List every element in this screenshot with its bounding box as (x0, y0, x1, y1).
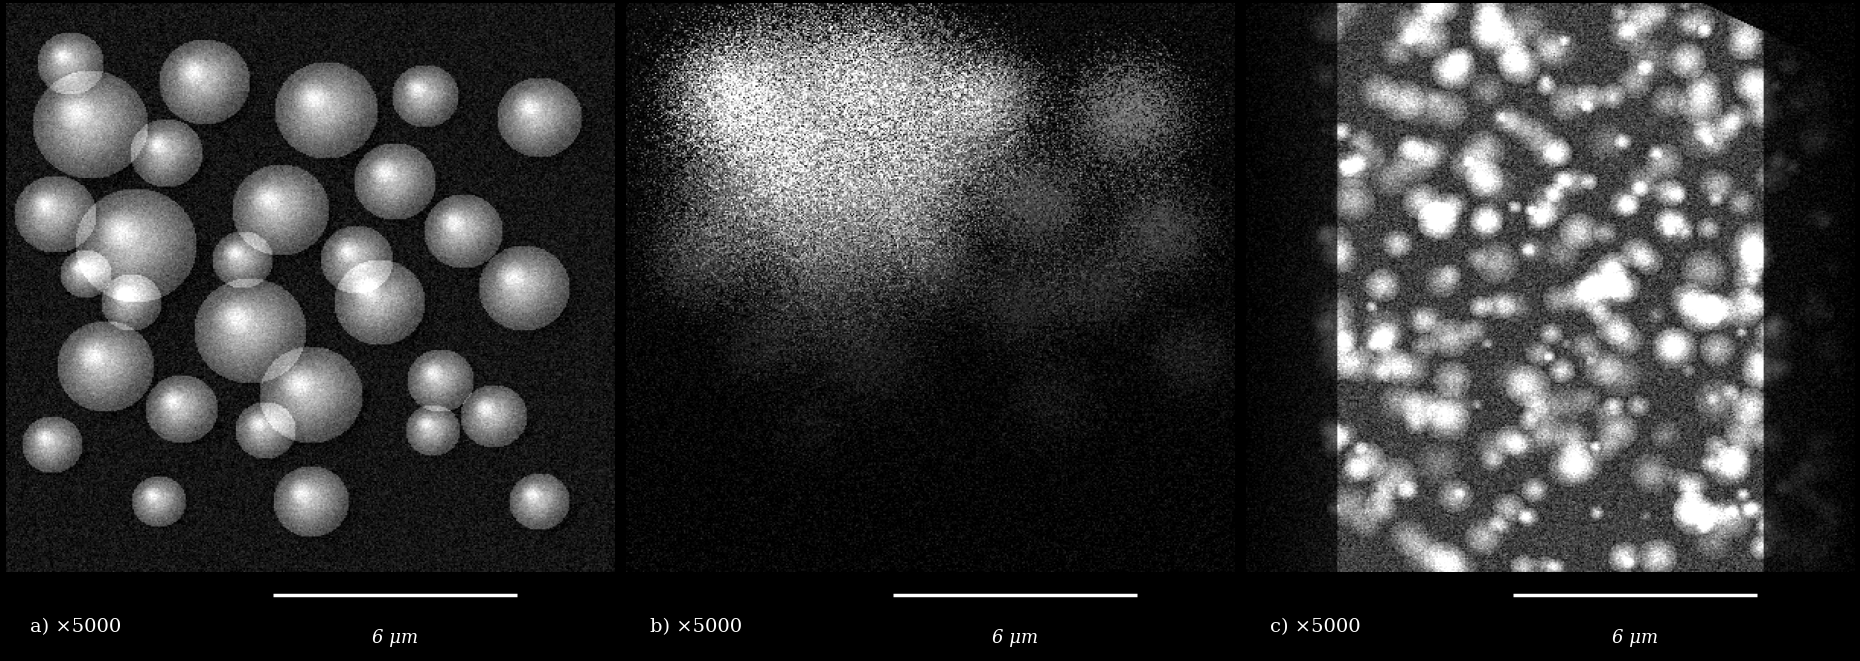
Text: c) ×5000: c) ×5000 (1270, 618, 1360, 636)
Text: 6 μm: 6 μm (1613, 629, 1659, 647)
Text: 6 μm: 6 μm (372, 629, 418, 647)
Text: a) ×5000: a) ×5000 (30, 618, 121, 636)
Text: 6 μm: 6 μm (991, 629, 1038, 647)
Text: b) ×5000: b) ×5000 (649, 618, 742, 636)
